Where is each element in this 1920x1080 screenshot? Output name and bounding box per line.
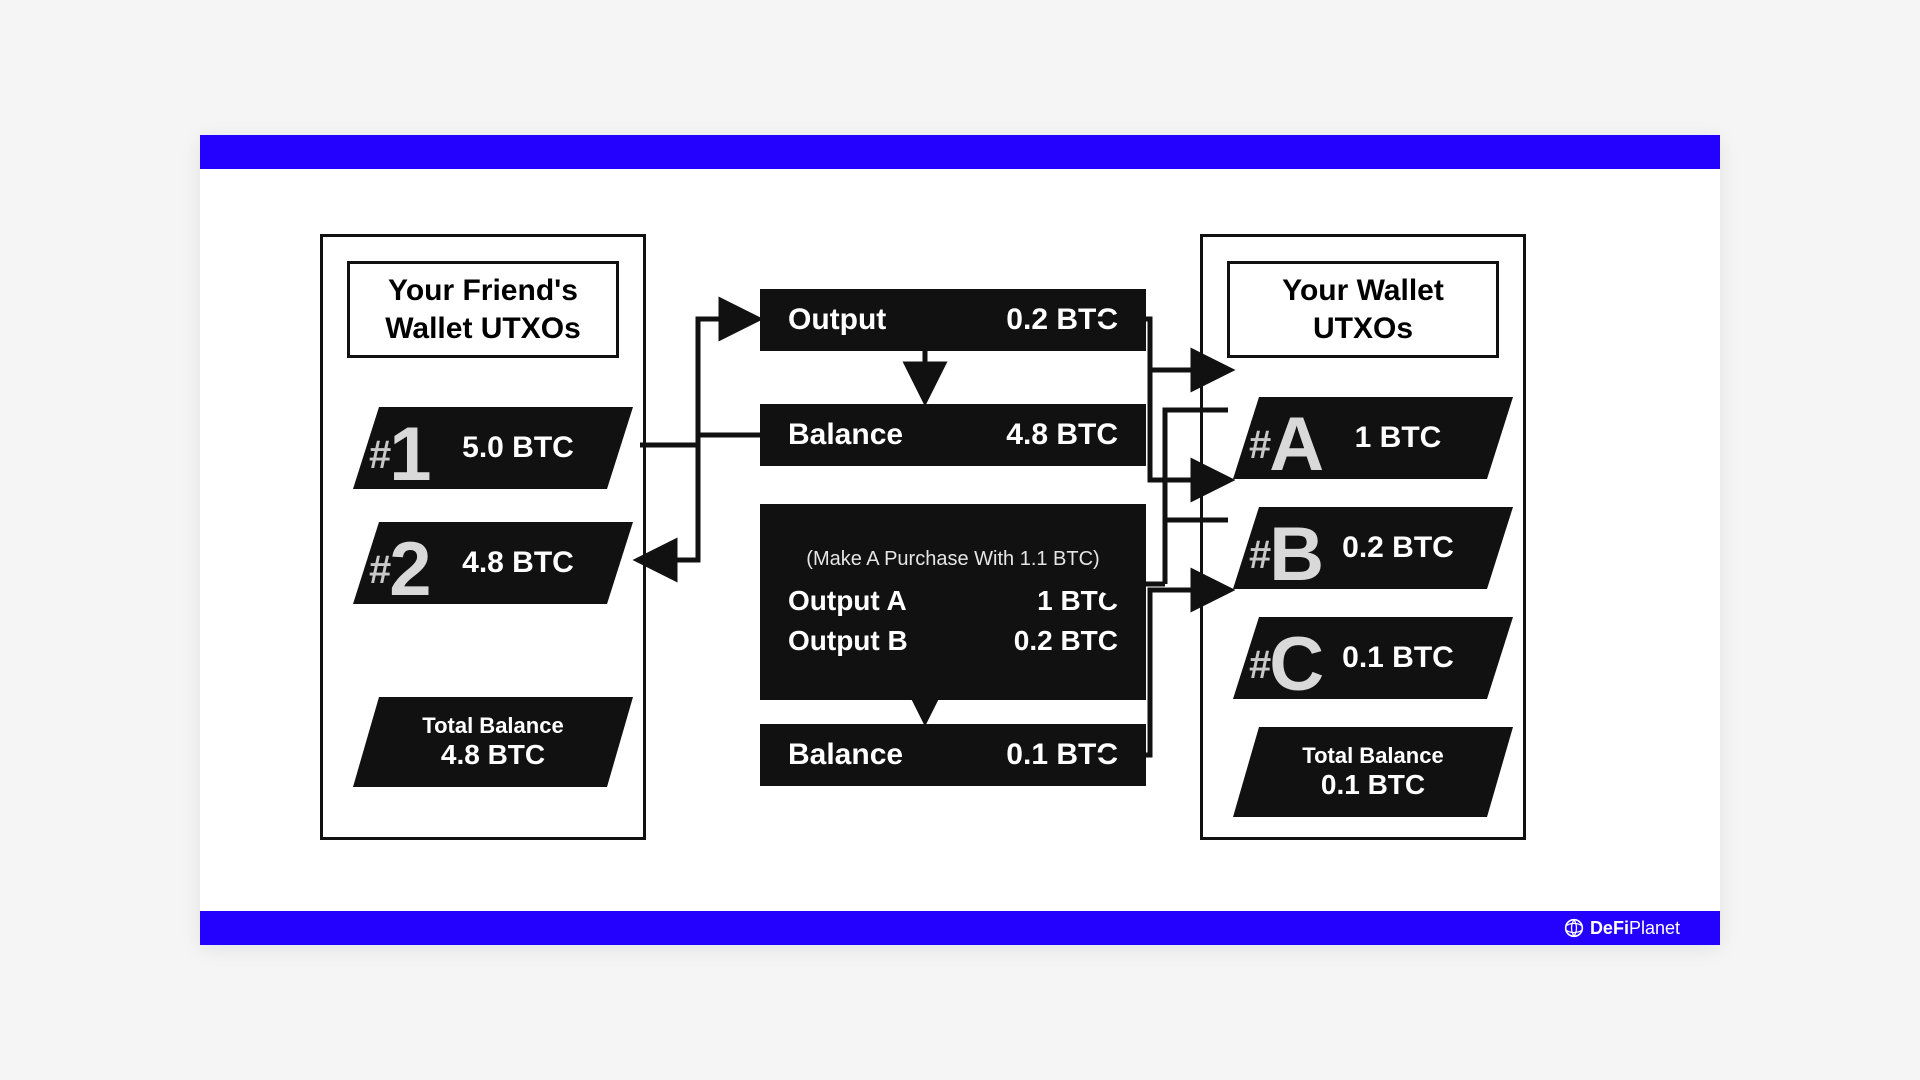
friend-total-balance: Total Balance 4.8 BTC	[353, 697, 633, 787]
utxo-value: 0.2 BTC	[1342, 531, 1454, 565]
stage: Your Friend's Wallet UTXOs #1 5.0 BTC #2…	[200, 169, 1720, 911]
your-utxo-b: #B 0.2 BTC	[1233, 507, 1513, 589]
total-label: Total Balance	[422, 713, 563, 739]
utxo-value: 5.0 BTC	[462, 431, 574, 465]
utxo-tag: #C	[1249, 627, 1322, 703]
purchase-block: (Make A Purchase With 1.1 BTC) Output A …	[760, 504, 1146, 700]
utxo-tag: #1	[369, 417, 430, 493]
utxo-value: 4.8 BTC	[462, 546, 574, 580]
brand-thin: Planet	[1629, 918, 1680, 938]
brand-bold: DeFi	[1590, 918, 1629, 938]
brand-logo: DeFiPlanet	[1564, 911, 1680, 945]
utxo-tag: #A	[1249, 407, 1322, 483]
utxo-value: 1 BTC	[1355, 421, 1442, 455]
output-block-1: Output 0.2 BTC	[760, 289, 1146, 351]
total-value: 4.8 BTC	[441, 739, 545, 771]
your-utxo-c: #C 0.1 BTC	[1233, 617, 1513, 699]
purchase-note: (Make A Purchase With 1.1 BTC)	[788, 548, 1118, 571]
diagram-frame: DeFiPlanet Your Friend's Wallet UTXOs #1…	[200, 135, 1720, 945]
output-b-label: Output B	[788, 625, 908, 657]
bottom-accent-bar: DeFiPlanet	[200, 911, 1720, 945]
total-value: 0.1 BTC	[1321, 769, 1425, 801]
output-b-row: Output B 0.2 BTC	[788, 625, 1118, 657]
utxo-tag: #2	[369, 532, 430, 608]
balance-label: Balance	[788, 418, 903, 452]
balance-label: Balance	[788, 738, 903, 772]
your-utxo-a: #A 1 BTC	[1233, 397, 1513, 479]
friend-panel-title: Your Friend's Wallet UTXOs	[347, 261, 619, 358]
total-label: Total Balance	[1302, 743, 1443, 769]
utxo-value: 0.1 BTC	[1342, 641, 1454, 675]
output-a-value: 1 BTC	[1037, 585, 1118, 617]
balance-value: 0.1 BTC	[1006, 738, 1118, 772]
output-a-row: Output A 1 BTC	[788, 585, 1118, 617]
top-accent-bar	[200, 135, 1720, 169]
friend-utxo-1: #1 5.0 BTC	[353, 407, 633, 489]
output-value: 0.2 BTC	[1006, 303, 1118, 337]
friend-utxo-2: #2 4.8 BTC	[353, 522, 633, 604]
globe-icon	[1564, 918, 1584, 938]
output-b-value: 0.2 BTC	[1014, 625, 1118, 657]
utxo-tag: #B	[1249, 517, 1322, 593]
friend-wallet-panel: Your Friend's Wallet UTXOs #1 5.0 BTC #2…	[320, 234, 646, 840]
balance-block-1: Balance 4.8 BTC	[760, 404, 1146, 466]
your-panel-title: Your Wallet UTXOs	[1227, 261, 1499, 358]
your-wallet-panel: Your Wallet UTXOs #A 1 BTC #B 0.2 BTC #C…	[1200, 234, 1526, 840]
your-total-balance: Total Balance 0.1 BTC	[1233, 727, 1513, 817]
balance-block-2: Balance 0.1 BTC	[760, 724, 1146, 786]
output-label: Output	[788, 303, 886, 337]
output-a-label: Output A	[788, 585, 907, 617]
balance-value: 4.8 BTC	[1006, 418, 1118, 452]
